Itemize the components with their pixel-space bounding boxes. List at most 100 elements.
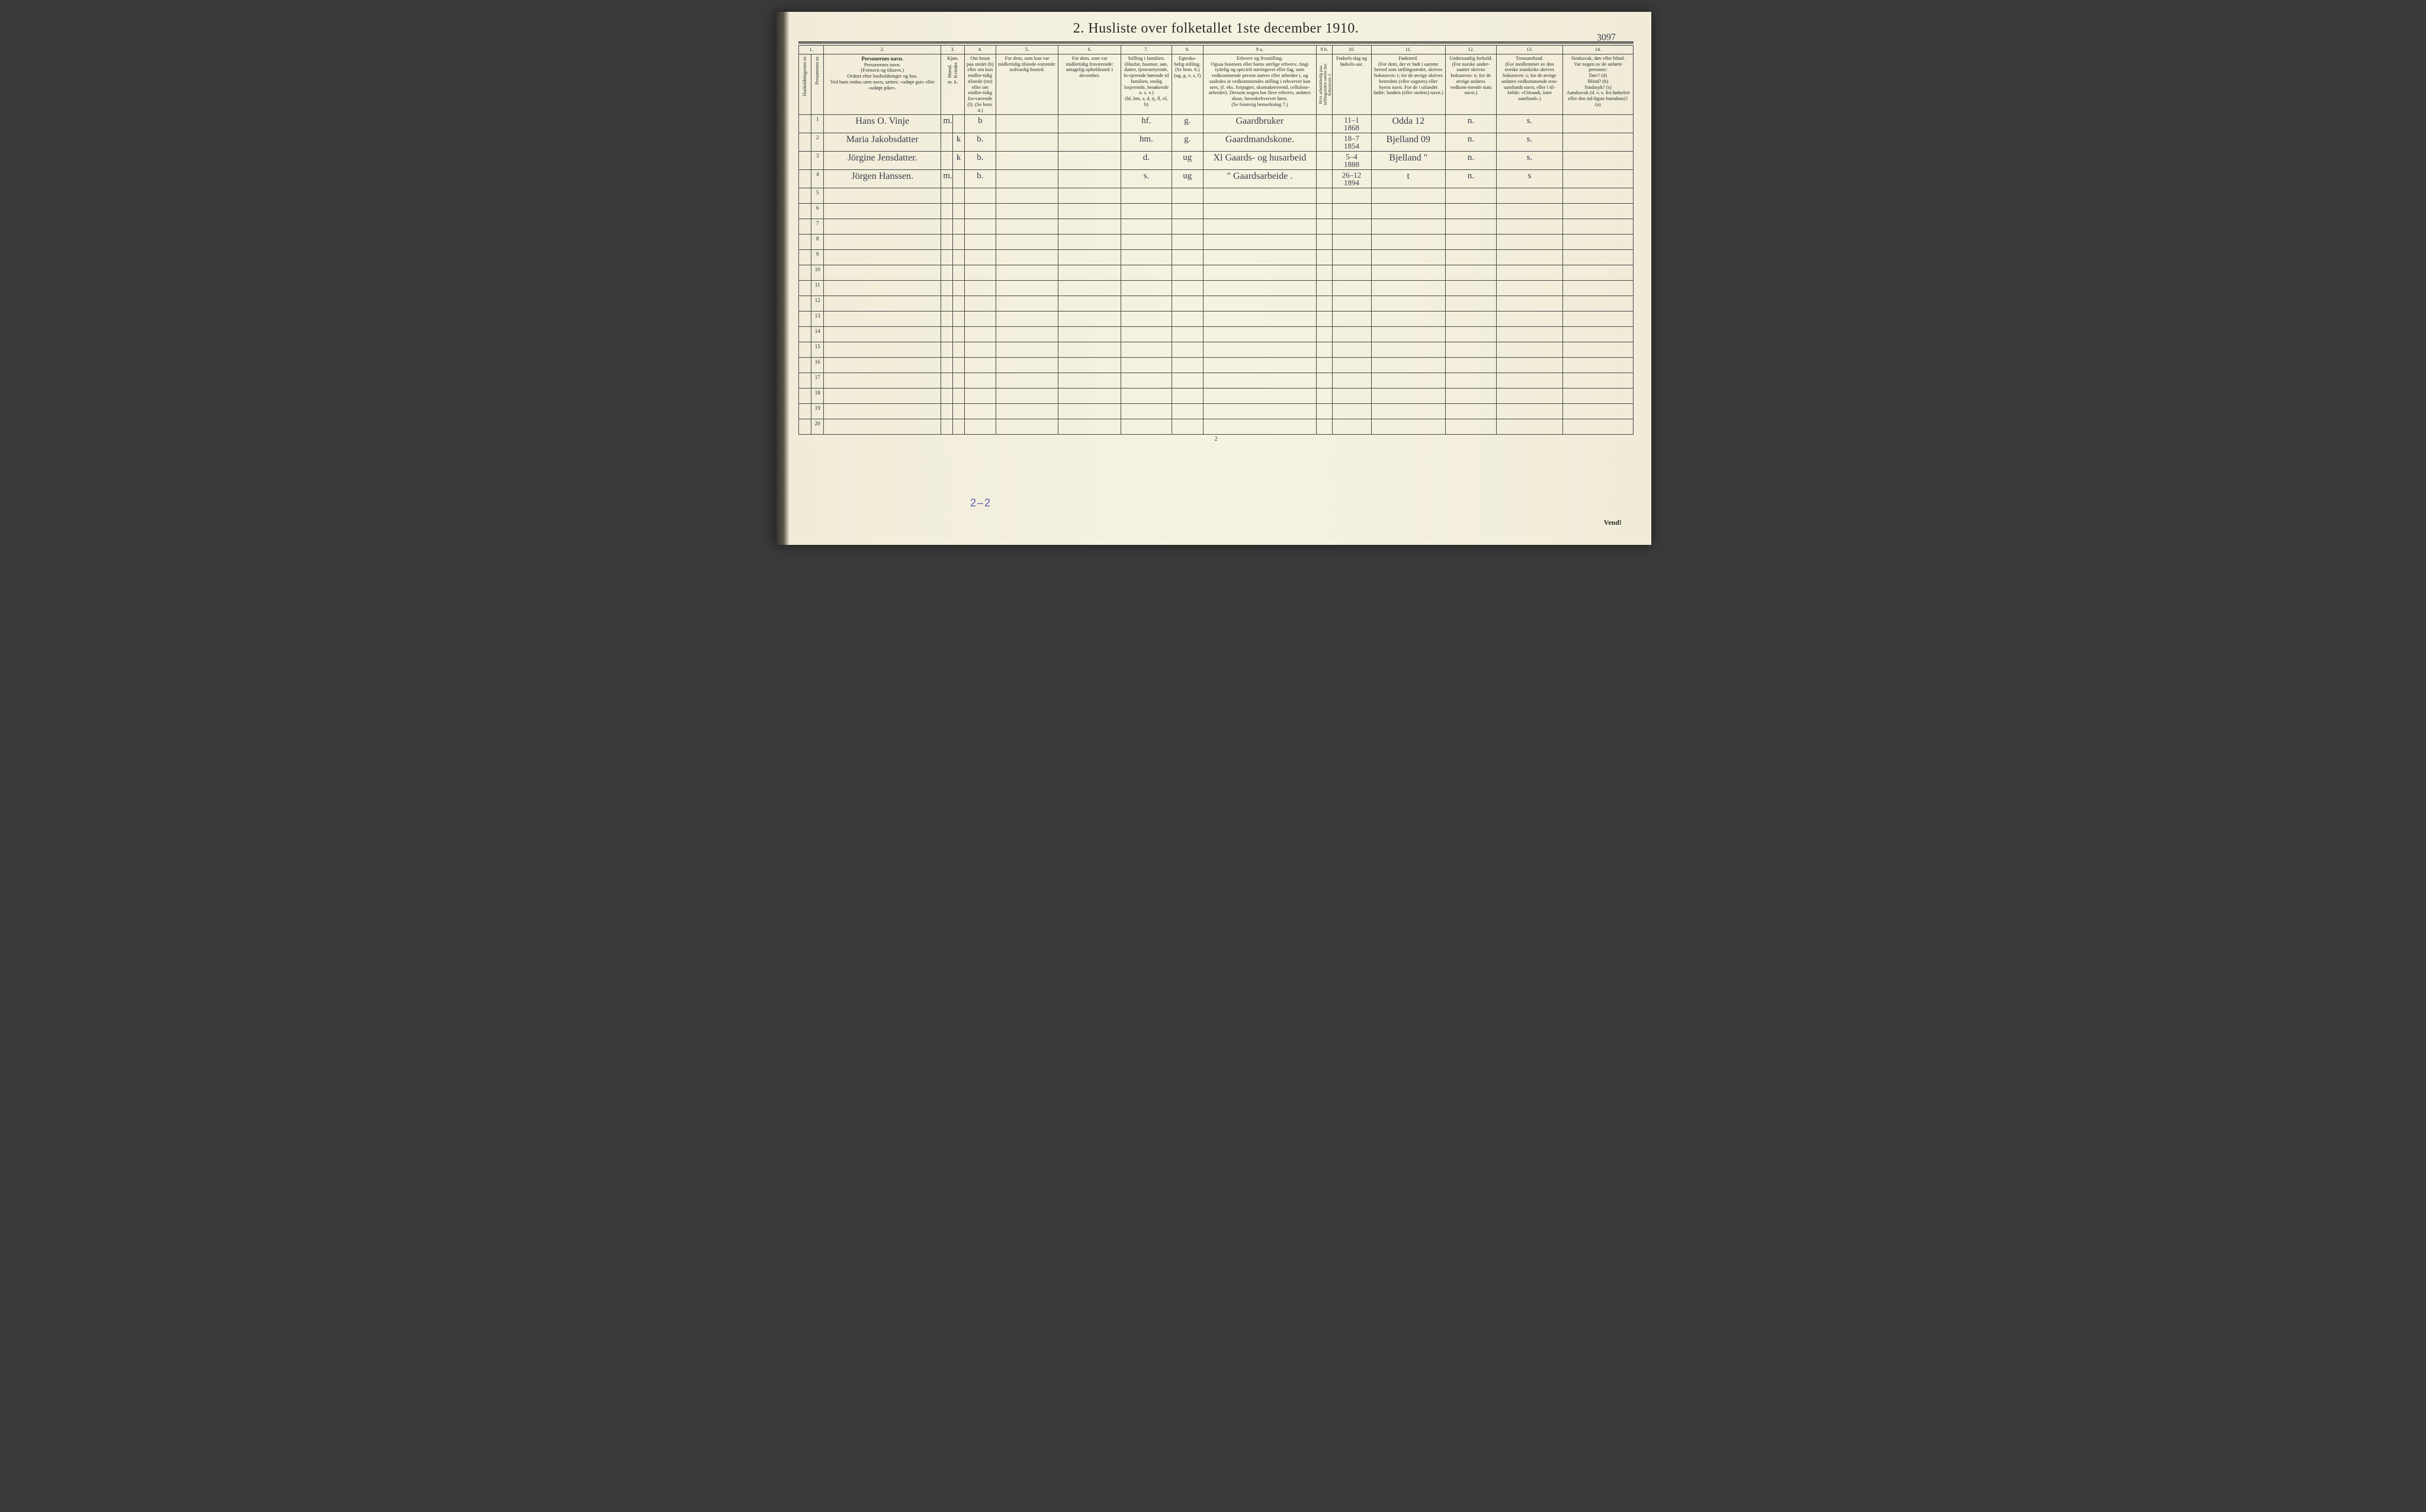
cell-c11: t: [1371, 170, 1445, 188]
cell-blank: [1203, 204, 1316, 219]
cell-name: Maria Jakobsdatter: [824, 133, 941, 152]
cell-blank: [1203, 419, 1316, 435]
cell-blank: [1317, 404, 1332, 419]
table-row: 3Jörgine Jensdatter.kb.d.ugXl Gaards- og…: [799, 152, 1634, 170]
cell-blank: [1445, 373, 1496, 389]
cell-blank: [1445, 342, 1496, 358]
cell-blank: [996, 219, 1058, 235]
cell-person-nr: 8: [811, 235, 824, 250]
cell-blank: [1563, 188, 1634, 204]
hdr-midl-frav: For dem, som var midlertidig fraværende:…: [1058, 54, 1121, 115]
cell-person-nr: 13: [811, 312, 824, 327]
cell-blank: [824, 358, 941, 373]
cell-c6: [1058, 170, 1121, 188]
cell-hushold-nr: [799, 281, 811, 296]
cell-blank: [1203, 235, 1316, 250]
cell-person-nr: 16: [811, 358, 824, 373]
cell-blank: [996, 235, 1058, 250]
hdr-stilling-fam: Stilling i familien. (Husfar, husmor, sø…: [1121, 54, 1172, 115]
cell-hushold-nr: [799, 419, 811, 435]
cell-blank: [1563, 204, 1634, 219]
cell-blank: [1203, 250, 1316, 265]
cell-blank: [824, 250, 941, 265]
cell-blank: [1058, 250, 1121, 265]
cell-c12: n.: [1445, 115, 1496, 133]
cell-blank: [964, 358, 996, 373]
cell-c5: [996, 133, 1058, 152]
cell-blank: [1203, 265, 1316, 281]
cell-blank: [1496, 358, 1562, 373]
cell-c10: 11–1 1868: [1332, 115, 1371, 133]
cell-c10: 26–12 1894: [1332, 170, 1371, 188]
cell-blank: [1317, 250, 1332, 265]
cell-c14: [1563, 133, 1634, 152]
table-row: 6: [799, 204, 1634, 219]
cell-c9: Xl Gaards- og husarbeid: [1203, 152, 1316, 170]
cell-blank: [1445, 327, 1496, 342]
table-row: 2Maria Jakobsdatterkb.hm.g.Gaardmandskon…: [799, 133, 1634, 152]
cell-blank: [1203, 358, 1316, 373]
cell-c7: d.: [1121, 152, 1172, 170]
table-row: 20: [799, 419, 1634, 435]
cell-person-nr: 19: [811, 404, 824, 419]
footer-tally: 2–2: [970, 497, 991, 509]
cell-blank: [824, 373, 941, 389]
cell-blank: [1317, 342, 1332, 358]
cell-blank: [1445, 219, 1496, 235]
cell-hushold-nr: [799, 115, 811, 133]
cell-blank: [824, 219, 941, 235]
cell-blank: [941, 358, 953, 373]
table-header: 1. 2. 3. 4. 5. 6. 7. 8. 9 a. 9 b. 10. 11…: [799, 46, 1634, 115]
cell-person-nr: 1: [811, 115, 824, 133]
cell-blank: [941, 204, 953, 219]
cell-person-nr: 14: [811, 327, 824, 342]
cell-hushold-nr: [799, 235, 811, 250]
hdr-sindssvak: Sindssvak, døv eller blind. Var nogen av…: [1563, 54, 1634, 115]
cell-blank: [1058, 219, 1121, 235]
cell-blank: [1332, 419, 1371, 435]
table-row: 18: [799, 389, 1634, 404]
cell-blank: [1121, 250, 1172, 265]
cell-blank: [1058, 404, 1121, 419]
cell-blank: [1172, 373, 1203, 389]
cell-blank: [1121, 404, 1172, 419]
cell-blank: [1496, 281, 1562, 296]
hdr-fodested: Fødested. (For dem, der er født i samme …: [1371, 54, 1445, 115]
cell-blank: [964, 219, 996, 235]
cell-blank: [1332, 342, 1371, 358]
cell-blank: [1371, 281, 1445, 296]
cell-hushold-nr: [799, 342, 811, 358]
cell-blank: [964, 327, 996, 342]
cell-blank: [1121, 327, 1172, 342]
cell-blank: [1332, 312, 1371, 327]
cell-blank: [1371, 204, 1445, 219]
cell-blank: [1121, 219, 1172, 235]
cell-blank: [1563, 219, 1634, 235]
cell-blank: [941, 219, 953, 235]
cell-blank: [824, 327, 941, 342]
cell-blank: [1172, 389, 1203, 404]
cell-blank: [996, 342, 1058, 358]
hdr-trossamfund: Trossamfund. (For medlemmer av den norsk…: [1496, 54, 1562, 115]
table-row: 15: [799, 342, 1634, 358]
cell-blank: [1317, 327, 1332, 342]
cell-blank: [1371, 389, 1445, 404]
cell-person-nr: 9: [811, 250, 824, 265]
cell-blank: [1058, 188, 1121, 204]
cell-blank: [1445, 204, 1496, 219]
cell-blank: [941, 404, 953, 419]
column-number-row: 1. 2. 3. 4. 5. 6. 7. 8. 9 a. 9 b. 10. 11…: [799, 46, 1634, 54]
cell-blank: [1058, 235, 1121, 250]
table-row: 19: [799, 404, 1634, 419]
cell-blank: [953, 265, 965, 281]
hdr-husholdning-nr: Husholdningernes nr.: [799, 54, 811, 115]
cell-blank: [1332, 265, 1371, 281]
cell-hushold-nr: [799, 265, 811, 281]
cell-blank: [1172, 404, 1203, 419]
cell-blank: [1371, 265, 1445, 281]
cell-blank: [1317, 265, 1332, 281]
cell-blank: [1172, 419, 1203, 435]
cell-blank: [1563, 281, 1634, 296]
table-body: 1Hans O. Vinjem.bhf.g.Gaardbruker11–1 18…: [799, 115, 1634, 435]
cell-hushold-nr: [799, 327, 811, 342]
